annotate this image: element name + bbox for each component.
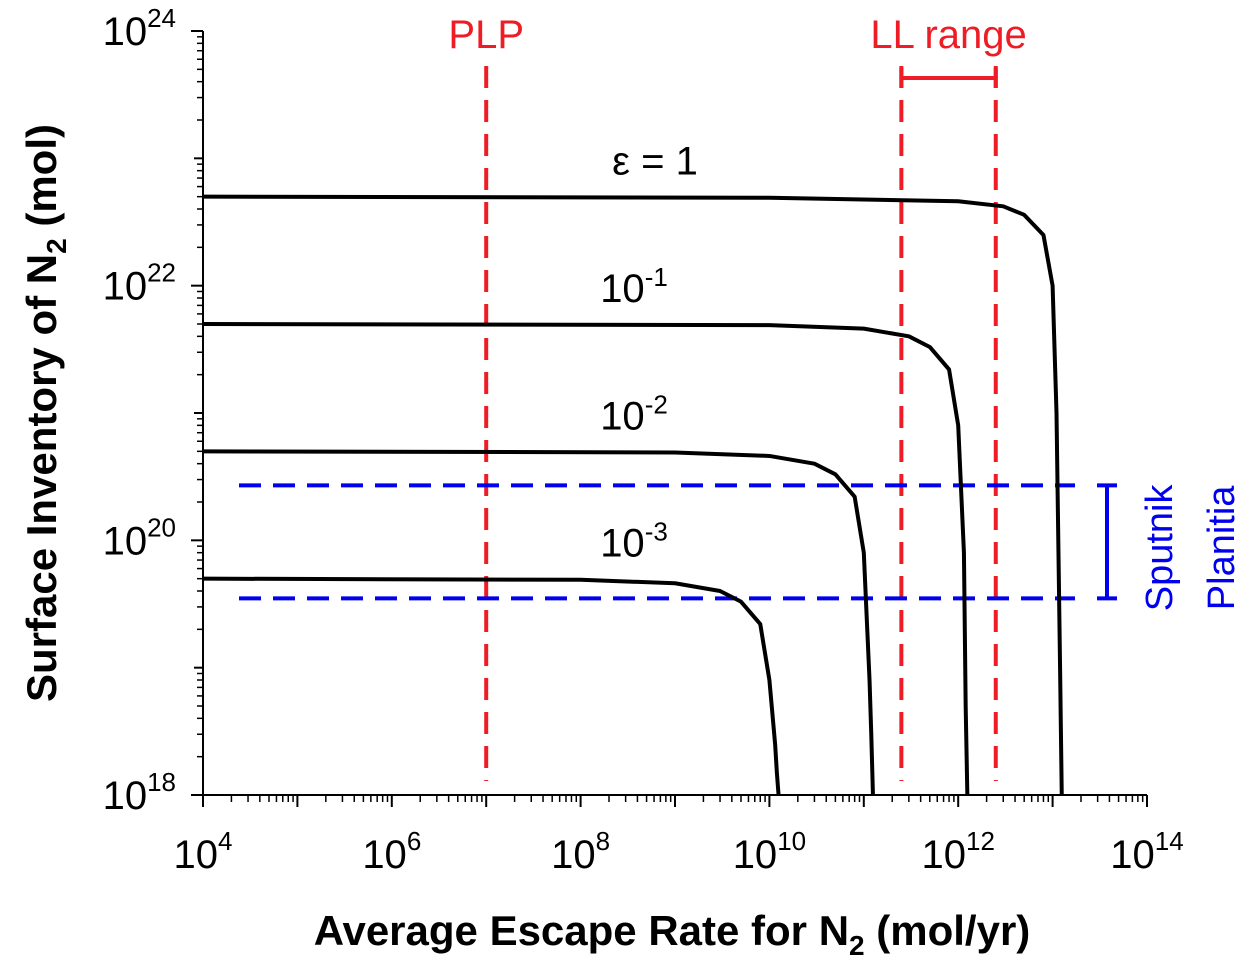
series-curve-0 bbox=[202, 194, 1064, 796]
y-tick-exponent: 22 bbox=[147, 258, 176, 288]
y-axis-title-subscript: 2 bbox=[41, 238, 72, 254]
y-tick-label: 1018 bbox=[103, 767, 176, 818]
x-axis-title-subscript: 2 bbox=[849, 930, 865, 961]
x-tick-exponent: 12 bbox=[966, 826, 995, 856]
x-tick-exponent: 6 bbox=[407, 826, 421, 856]
x-tick-label: 1012 bbox=[921, 826, 994, 877]
reference-lines-layer bbox=[239, 66, 1117, 781]
axes-layer bbox=[191, 30, 1148, 807]
x-tick-exponent: 8 bbox=[596, 826, 610, 856]
x-tick-base: 10 bbox=[362, 833, 407, 877]
y-tick-label: 1024 bbox=[103, 3, 176, 54]
y-tick-base: 10 bbox=[103, 519, 148, 563]
x-axis-title-unit: (mol/yr) bbox=[865, 907, 1031, 954]
series-curve-3 bbox=[202, 576, 781, 796]
text-layer: 104 106 108 1010 1012 10141018102010221024Ave… bbox=[18, 3, 1243, 961]
y-tick-label: 1022 bbox=[103, 258, 176, 309]
y-axis-title-unit: (mol) bbox=[18, 124, 65, 238]
x-tick-label: 1014 bbox=[1110, 826, 1183, 877]
series-curve-2 bbox=[202, 449, 875, 796]
series-label-base: 10 bbox=[600, 394, 645, 438]
x-tick-base: 10 bbox=[733, 833, 778, 877]
series-label-exponent: -1 bbox=[645, 262, 668, 292]
sputnik-planitia-label-1: Planitia bbox=[1201, 485, 1243, 610]
x-tick-base: 10 bbox=[174, 833, 219, 877]
x-tick-label: 104 bbox=[174, 826, 233, 877]
y-tick-exponent: 18 bbox=[147, 767, 176, 797]
series-label-0: ε = 1 bbox=[612, 140, 698, 184]
x-tick-label: 108 bbox=[551, 826, 610, 877]
y-tick-label: 1020 bbox=[103, 512, 176, 563]
plp-label: PLP bbox=[448, 13, 524, 57]
x-tick-label: 1010 bbox=[733, 826, 806, 877]
series-label-base: 10 bbox=[600, 267, 645, 311]
series-curve-1 bbox=[202, 322, 970, 796]
x-tick-base: 10 bbox=[921, 833, 966, 877]
series-label-3: 10-3 bbox=[600, 517, 668, 566]
series-label-1: 10-1 bbox=[600, 262, 668, 311]
x-tick-exponent: 4 bbox=[218, 826, 232, 856]
y-tick-base: 10 bbox=[103, 10, 148, 54]
x-tick-base: 10 bbox=[1110, 833, 1155, 877]
sputnik-planitia-label-0: Sputnik bbox=[1139, 484, 1181, 612]
series-label-exponent: -2 bbox=[645, 389, 668, 419]
y-tick-exponent: 24 bbox=[147, 3, 176, 33]
x-tick-exponent: 14 bbox=[1155, 826, 1184, 856]
x-axis-title-main: Average Escape Rate for N bbox=[314, 907, 849, 954]
x-tick-exponent: 10 bbox=[777, 826, 806, 856]
y-axis-title: Surface Inventory of N2 (mol) bbox=[18, 124, 72, 702]
y-tick-base: 10 bbox=[103, 774, 148, 818]
series-label-base: ε = 1 bbox=[612, 140, 698, 184]
y-tick-base: 10 bbox=[103, 265, 148, 309]
x-axis-title: Average Escape Rate for N2 (mol/yr) bbox=[314, 907, 1031, 961]
series-label-2: 10-2 bbox=[600, 389, 668, 438]
series-label-exponent: -3 bbox=[645, 517, 668, 547]
y-axis-title-main: Surface Inventory of N bbox=[18, 254, 65, 702]
x-tick-label: 106 bbox=[362, 826, 421, 877]
x-tick-base: 10 bbox=[551, 833, 596, 877]
y-tick-exponent: 20 bbox=[147, 512, 176, 542]
series-layer bbox=[202, 194, 1064, 796]
ll-range-label: LL range bbox=[870, 13, 1026, 57]
series-label-base: 10 bbox=[600, 522, 645, 566]
